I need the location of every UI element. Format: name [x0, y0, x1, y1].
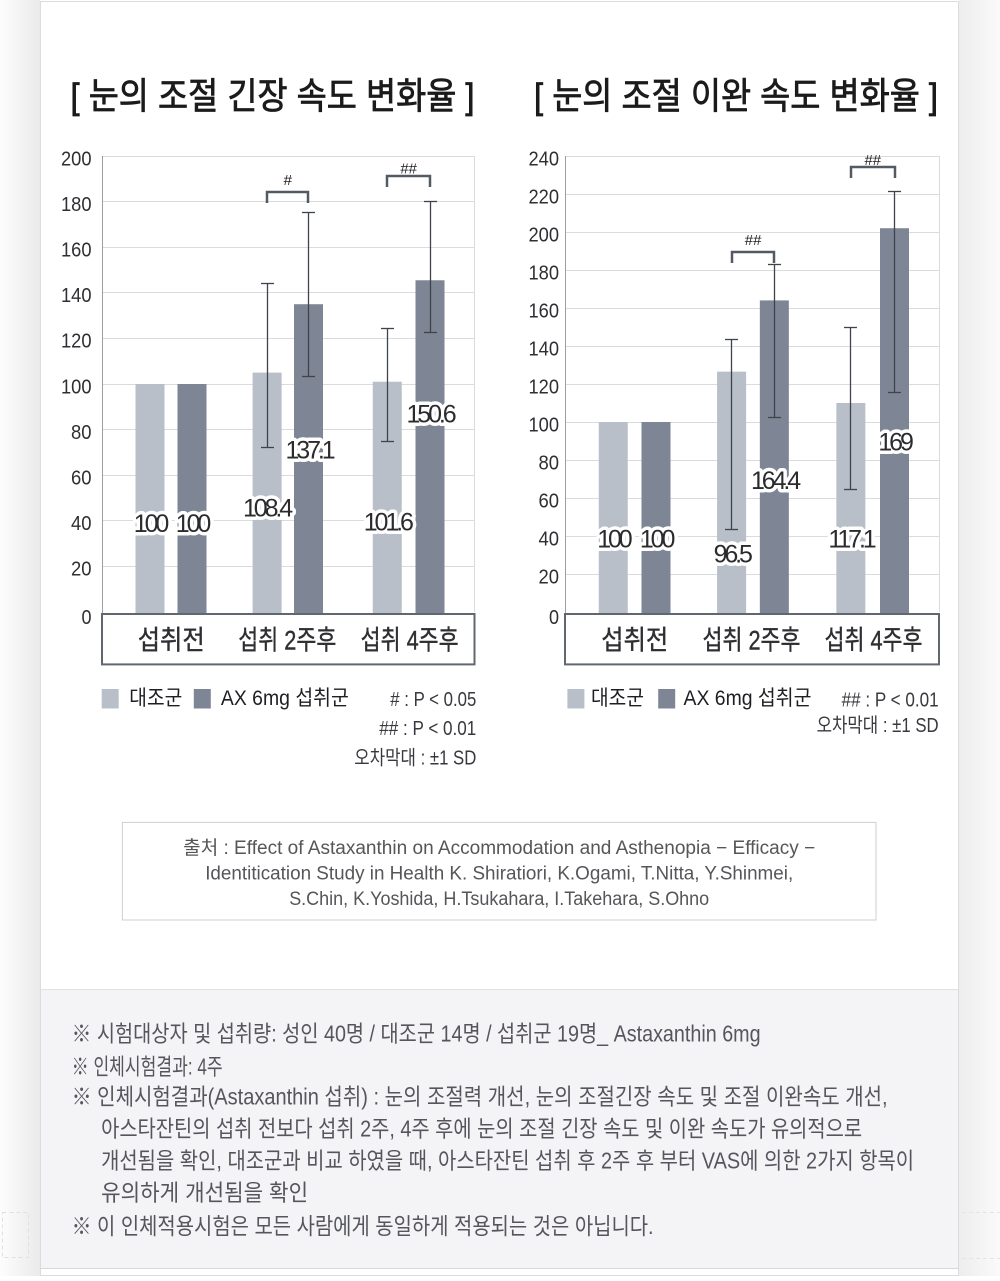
- svg-text:출처 : Effect of Astaxanthin on: 출처 : Effect of Astaxanthin on Accommodat…: [183, 837, 815, 859]
- svg-text:유의하게 개선됨을 확인: 유의하게 개선됨을 확인: [101, 1179, 308, 1205]
- svg-text:96.5: 96.5: [714, 541, 752, 569]
- svg-text:오차막대 : ±1 SD: 오차막대 : ±1 SD: [817, 714, 939, 737]
- svg-text:40: 40: [71, 513, 92, 535]
- svg-text:120: 120: [529, 376, 560, 398]
- svg-text:20: 20: [71, 559, 92, 581]
- svg-text:100: 100: [61, 376, 92, 398]
- svg-text:##: ##: [864, 152, 881, 169]
- svg-text:## : P < 0.01: ## : P < 0.01: [842, 690, 939, 712]
- svg-text:섭취전: 섭취전: [138, 626, 205, 656]
- svg-text:164.4: 164.4: [751, 467, 801, 495]
- svg-text:100: 100: [176, 510, 211, 538]
- svg-text:160: 160: [61, 240, 92, 262]
- svg-text:※ 시험대상자 및 섭취량: 성인 40명 / 대조군 14: ※ 시험대상자 및 섭취량: 성인 40명 / 대조군 14명 / 섭취군 19…: [72, 1021, 761, 1047]
- svg-text:※ 이 인체적용시험은 모든 사람에게 동일하게 적용되는: ※ 이 인체적용시험은 모든 사람에게 동일하게 적용되는 것은 아닙니다.: [72, 1213, 654, 1239]
- svg-text:0: 0: [549, 607, 559, 629]
- svg-text:AX 6mg 섭취군: AX 6mg 섭취군: [221, 687, 349, 710]
- svg-text:섭취 4주후: 섭취 4주후: [825, 626, 923, 656]
- svg-text:200: 200: [529, 224, 560, 246]
- svg-text:100: 100: [640, 526, 675, 554]
- svg-text:60: 60: [539, 490, 560, 512]
- svg-text:아스타잔틴의 섭취 전보다 섭취 2주, 4주 후에 눈의: 아스타잔틴의 섭취 전보다 섭취 2주, 4주 후에 눈의 조절 긴장 속도 및…: [101, 1115, 862, 1141]
- svg-text:200: 200: [61, 148, 92, 170]
- svg-text:80: 80: [539, 452, 560, 474]
- svg-text:140: 140: [61, 285, 92, 307]
- svg-text:169: 169: [878, 428, 913, 456]
- svg-text:S.Chin, K.Yoshida, H.Tsukahara: S.Chin, K.Yoshida, H.Tsukahara, I.Takeha…: [289, 889, 709, 910]
- svg-text:섭취전: 섭취전: [601, 626, 668, 656]
- svg-text:100: 100: [597, 526, 632, 554]
- svg-text:0: 0: [82, 607, 92, 629]
- svg-text:108.4: 108.4: [243, 495, 293, 523]
- svg-text:[ 눈의 조절 긴장 속도 변화율 ]: [ 눈의 조절 긴장 속도 변화율 ]: [71, 76, 475, 117]
- svg-text:# : P < 0.05: # : P < 0.05: [390, 689, 476, 711]
- svg-text:※ 인체시험결과(Astaxanthin 섭취) : 눈의: ※ 인체시험결과(Astaxanthin 섭취) : 눈의 조절력 개선, 눈의…: [72, 1083, 888, 1109]
- svg-text:137.1: 137.1: [285, 437, 334, 465]
- svg-text:60: 60: [71, 468, 92, 490]
- svg-text:##: ##: [745, 232, 762, 249]
- svg-text:150.6: 150.6: [406, 401, 455, 429]
- svg-text:140: 140: [529, 338, 560, 360]
- svg-text:20: 20: [539, 566, 560, 588]
- svg-text:120: 120: [61, 331, 92, 353]
- svg-text:대조군: 대조군: [591, 687, 644, 710]
- svg-text:160: 160: [529, 300, 560, 322]
- svg-text:240: 240: [529, 148, 560, 170]
- svg-text:40: 40: [539, 528, 560, 550]
- svg-text:180: 180: [61, 194, 92, 216]
- svg-text:[ 눈의 조절 이완 속도 변화율 ]: [ 눈의 조절 이완 속도 변화율 ]: [534, 76, 938, 117]
- svg-text:220: 220: [529, 186, 560, 208]
- svg-text:AX 6mg 섭취군: AX 6mg 섭취군: [684, 687, 812, 710]
- svg-text:섭취 2주후: 섭취 2주후: [238, 626, 336, 656]
- svg-text:180: 180: [529, 262, 560, 284]
- svg-text:## : P < 0.01: ## : P < 0.01: [379, 718, 476, 740]
- svg-text:100: 100: [134, 510, 169, 538]
- svg-text:섭취 2주후: 섭취 2주후: [703, 626, 801, 656]
- svg-text:100: 100: [529, 414, 560, 436]
- svg-text:Identitication Study in Health: Identitication Study in Health K. Shirat…: [205, 864, 793, 885]
- svg-text:개선됨을 확인, 대조군과 비교 하였을 때, 아스타잔틴: 개선됨을 확인, 대조군과 비교 하였을 때, 아스타잔틴 섭취 후 2주 후 …: [101, 1147, 914, 1173]
- svg-text:※ 인체시험결과: 4주: ※ 인체시험결과: 4주: [72, 1053, 223, 1079]
- svg-text:#: #: [284, 172, 293, 189]
- svg-text:섭취 4주후: 섭취 4주후: [361, 626, 459, 656]
- svg-text:오차막대 : ±1 SD: 오차막대 : ±1 SD: [354, 747, 476, 770]
- svg-text:117.1: 117.1: [828, 526, 875, 554]
- svg-text:101.6: 101.6: [364, 509, 413, 537]
- svg-text:80: 80: [71, 422, 92, 444]
- svg-text:대조군: 대조군: [129, 687, 182, 710]
- svg-text:##: ##: [400, 161, 417, 178]
